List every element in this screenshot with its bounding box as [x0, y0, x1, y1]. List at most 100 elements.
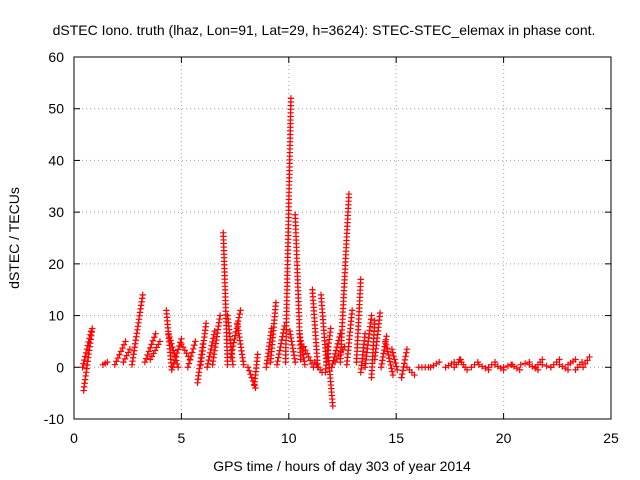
data-point-marker: [586, 353, 593, 361]
tick-layer: 0 5 10 15 20 25 -10 0 10 20 30 40 50 60: [44, 49, 619, 446]
data-point-marker: [388, 345, 396, 353]
data-point-marker: [368, 312, 375, 319]
data-point-marker: [584, 357, 591, 364]
data-point-marker: [206, 349, 214, 357]
data-point-marker: [391, 356, 398, 363]
data-point-marker: [331, 350, 339, 358]
data-point-marker: [86, 335, 93, 342]
data-point-marker: [206, 353, 213, 360]
data-point-marker: [521, 360, 529, 367]
data-point-marker: [148, 341, 155, 348]
data-point-marker: [227, 353, 235, 361]
data-point-marker: [168, 340, 175, 347]
x-axis-label: GPS time / hours of day 303 of year 2014: [213, 458, 471, 474]
data-point-marker: [292, 358, 299, 366]
data-point-marker: [149, 337, 157, 344]
data-point-marker: [403, 349, 410, 356]
data-point-marker: [389, 371, 397, 379]
data-point-marker: [121, 355, 129, 363]
data-point-marker: [165, 330, 172, 337]
data-point-marker: [122, 338, 129, 345]
data-point-marker: [277, 343, 284, 351]
data-point-marker: [348, 307, 356, 314]
data-point-marker: [329, 402, 337, 410]
data-point-marker: [228, 350, 235, 357]
data-point-marker: [500, 364, 507, 371]
data-point-marker: [327, 325, 334, 332]
data-point-marker: [387, 361, 394, 369]
data-point-marker: [87, 331, 94, 338]
y-tick-label: 10: [48, 308, 64, 324]
data-point-marker: [582, 360, 589, 368]
data-point-marker: [104, 358, 111, 366]
data-point-marker: [504, 362, 512, 370]
data-point-marker: [411, 371, 418, 379]
x-tick-label: 15: [388, 430, 404, 446]
data-point-marker: [332, 347, 340, 354]
data-point-marker: [204, 360, 212, 367]
data-point-marker: [85, 338, 92, 346]
data-point-marker: [81, 353, 89, 360]
data-point-marker: [120, 341, 128, 348]
data-point-marker: [386, 358, 394, 365]
data-point-marker: [401, 356, 409, 364]
data-point-marker: [184, 364, 192, 371]
data-point-marker: [172, 353, 180, 360]
data-point-marker: [202, 320, 210, 327]
data-point-marker: [384, 348, 391, 355]
data-point-marker: [463, 366, 471, 374]
data-point-marker: [517, 361, 524, 368]
data-point-marker: [435, 358, 443, 366]
data-point-marker: [247, 370, 254, 378]
data-point-marker: [114, 354, 122, 362]
data-point-marker: [203, 364, 211, 371]
data-point-marker: [394, 366, 401, 374]
data-point-marker: [254, 351, 261, 358]
data-point-marker: [167, 337, 174, 344]
data-point-marker: [141, 358, 149, 366]
data-point-marker: [79, 364, 86, 371]
data-point-marker: [393, 363, 400, 370]
data-point-marker: [402, 353, 409, 360]
data-point-marker: [572, 356, 579, 363]
data-point-marker: [468, 364, 475, 371]
data-point-marker: [166, 333, 173, 341]
data-point-marker: [116, 351, 123, 358]
data-point-marker: [139, 291, 146, 299]
data-point-marker: [152, 330, 159, 337]
data-point-marker: [236, 310, 243, 318]
y-axis-label: dSTEC / TECUs: [6, 187, 22, 289]
data-point-marker: [169, 343, 176, 351]
x-tick-label: 5: [178, 430, 186, 446]
data-point-marker: [385, 351, 392, 359]
data-point-marker: [169, 364, 177, 371]
data-point-marker: [173, 349, 181, 357]
data-point-marker: [147, 344, 154, 352]
data-point-marker: [209, 338, 216, 346]
data-point-marker: [244, 364, 252, 371]
data-point-marker: [125, 349, 132, 356]
data-point-marker: [516, 366, 523, 374]
data-point-marker: [305, 353, 312, 361]
data-point-marker: [188, 349, 196, 356]
data-point-marker: [399, 370, 406, 378]
data-point-marker: [224, 361, 231, 368]
data-point-marker: [383, 341, 390, 348]
data-point-marker: [276, 347, 283, 354]
data-point-marker: [539, 361, 546, 368]
series-layer: [79, 95, 593, 410]
data-point-marker: [389, 368, 396, 375]
data-point-marker: [123, 352, 130, 359]
data-point-marker: [357, 276, 364, 283]
data-point-marker: [190, 345, 197, 353]
y-tick-label: 60: [48, 49, 64, 65]
data-point-marker: [382, 338, 389, 345]
data-point-marker: [543, 362, 550, 370]
data-point-marker: [300, 343, 308, 350]
data-point-marker: [229, 346, 236, 353]
data-point-marker: [174, 364, 182, 371]
data-point-marker: [84, 342, 91, 349]
data-point-marker: [231, 335, 238, 343]
data-point-marker: [389, 349, 396, 356]
